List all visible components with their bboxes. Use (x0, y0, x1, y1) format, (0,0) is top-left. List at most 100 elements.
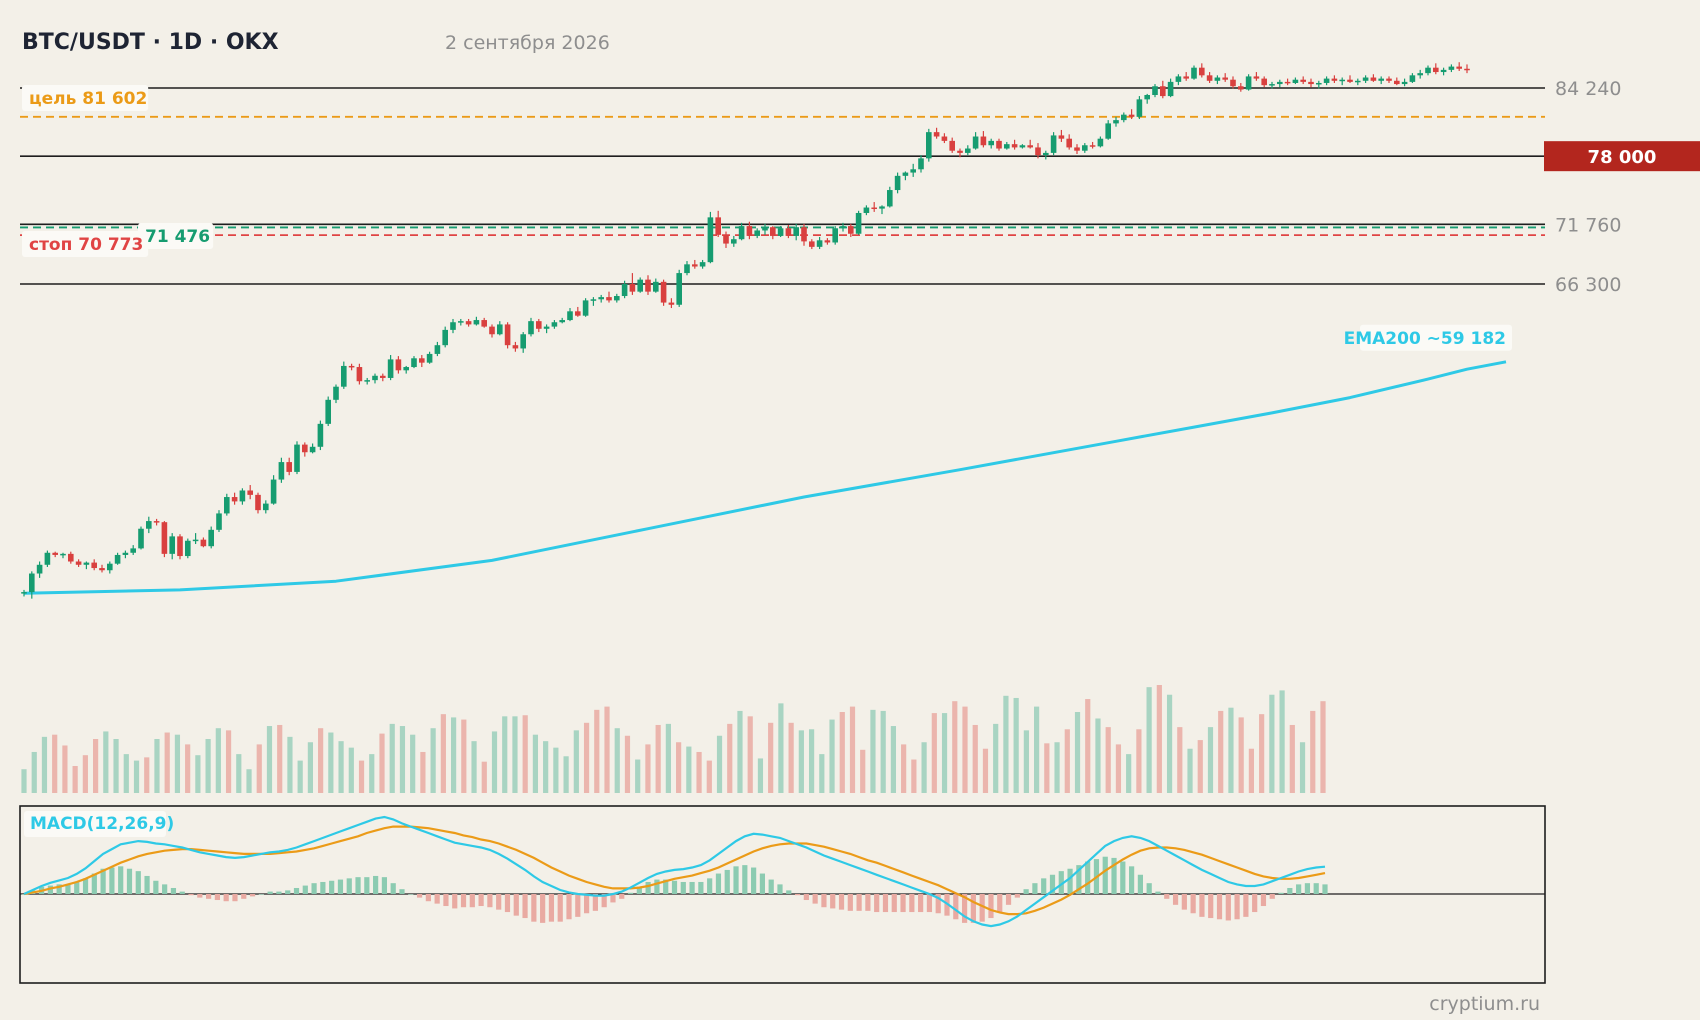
candle-body (465, 321, 472, 325)
macd-histogram-bar (478, 894, 484, 907)
candle (1292, 77, 1299, 85)
macd-histogram-bar (1199, 894, 1205, 917)
candle-body (871, 207, 877, 210)
volume-bar (962, 706, 968, 793)
candle-body (1448, 66, 1455, 70)
candle-body (21, 592, 27, 594)
candle (520, 332, 526, 353)
volume-bar (430, 728, 436, 793)
macd-histogram-bar (100, 868, 106, 894)
stop-level-label: стоп 70 773 (22, 231, 149, 257)
candle (684, 261, 690, 276)
candle-body (348, 365, 355, 368)
macd-histogram-bar (874, 894, 880, 913)
candle (1191, 65, 1197, 80)
candle (99, 564, 105, 573)
candle (582, 298, 589, 317)
candle (902, 171, 909, 181)
candle-body (1089, 145, 1096, 147)
candle (1238, 82, 1244, 92)
candle-body (75, 561, 82, 565)
candle (606, 291, 612, 303)
candle-body (169, 536, 175, 554)
macd-histogram-bar (1260, 894, 1267, 907)
volume-bar (1289, 724, 1295, 793)
candle (1440, 67, 1447, 76)
macd-histogram-bar (21, 894, 27, 895)
candle-body (972, 136, 979, 149)
macd-histogram-bar (249, 894, 256, 897)
macd-histogram-bar (267, 891, 273, 894)
volume-bar (778, 703, 784, 793)
y-tick-label: 71 760 (1555, 214, 1621, 236)
volume-bar (1095, 718, 1101, 793)
volume-bar (481, 761, 487, 793)
volume-bar (133, 760, 140, 793)
candle-body (114, 554, 121, 564)
candle-body (403, 367, 409, 371)
candle (348, 363, 355, 371)
macd-histogram-bar (1313, 883, 1319, 894)
candle (395, 356, 402, 374)
volume-bar (1064, 729, 1070, 793)
volume-bar (62, 745, 68, 793)
candle (434, 341, 441, 357)
macd-histogram-bar (258, 894, 264, 895)
candle (894, 172, 901, 194)
candle (715, 210, 721, 238)
macd-histogram-bar (381, 877, 388, 894)
macd-histogram-bar (153, 880, 159, 894)
candle (1074, 144, 1080, 154)
candle (512, 341, 519, 352)
candle (1300, 76, 1306, 85)
volume-bar (512, 716, 518, 793)
macd-histogram-bar (91, 873, 97, 894)
volume-bar (72, 766, 78, 793)
candle-body (887, 190, 893, 207)
volume-bar (532, 734, 539, 793)
macd-histogram-bar (416, 894, 423, 898)
macd-histogram-bar (610, 894, 616, 903)
volume-bar (1228, 707, 1234, 793)
candle (676, 269, 682, 307)
candle (1245, 74, 1252, 91)
volume-bar (1166, 694, 1173, 793)
candle (824, 238, 831, 245)
macd-histogram-bar (1014, 894, 1020, 898)
candle (567, 308, 573, 322)
macd-histogram-bar (65, 884, 71, 894)
candle (536, 318, 542, 333)
volume-bar (174, 734, 181, 793)
candle (1058, 129, 1065, 142)
volume-bar (665, 723, 671, 793)
candle (465, 318, 472, 327)
candle (1448, 64, 1455, 73)
macd-title: MACD(12,26,9) (24, 811, 174, 837)
candle-body (99, 568, 105, 571)
candle-body (855, 212, 862, 234)
candle (263, 500, 269, 514)
volume-layer (21, 685, 1326, 793)
candle-body (785, 228, 792, 236)
candle (933, 127, 940, 139)
candle-body (1409, 75, 1416, 82)
volume-bar (1044, 743, 1050, 793)
candle (138, 526, 144, 550)
volume-bar (808, 729, 815, 793)
candle-body (1269, 84, 1275, 86)
macd-histogram-bar (206, 894, 212, 899)
ema-label-bg (1360, 324, 1512, 351)
macd-histogram-bar (847, 894, 853, 911)
candle-body (372, 375, 378, 381)
candle-body (653, 281, 659, 292)
candle-body (1082, 145, 1088, 151)
macd-histogram-bar (1076, 865, 1082, 894)
volume-bar (52, 734, 58, 793)
candle (130, 545, 136, 555)
candle (1050, 132, 1057, 156)
candle-body (746, 226, 753, 236)
candle-body (1097, 138, 1104, 147)
candle (1206, 72, 1213, 83)
candle-body (1433, 67, 1439, 73)
candle-body (840, 226, 846, 229)
